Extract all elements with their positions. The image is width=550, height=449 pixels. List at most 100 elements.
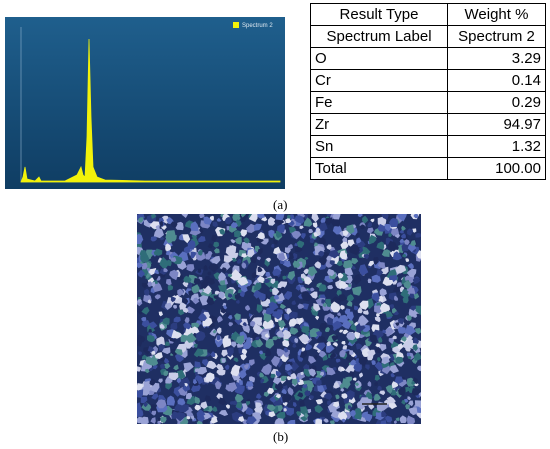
grain (284, 291, 292, 300)
grain (161, 250, 167, 255)
grain (232, 214, 242, 222)
grain (319, 326, 323, 330)
grain (257, 321, 263, 326)
grain (290, 230, 302, 240)
grain (406, 268, 417, 278)
grain (353, 405, 358, 410)
grain (149, 321, 158, 329)
grain (147, 299, 152, 304)
grain (294, 215, 305, 224)
grain (332, 214, 341, 220)
grain (379, 288, 387, 296)
grain (215, 380, 222, 390)
grain (390, 389, 397, 396)
grain (173, 304, 177, 309)
grain (348, 283, 352, 288)
grain (300, 371, 304, 376)
grain (207, 243, 213, 249)
grain (268, 411, 276, 418)
grain (395, 356, 404, 364)
grain (253, 223, 262, 231)
grain (388, 232, 392, 238)
grain (186, 264, 195, 272)
grain (160, 416, 167, 423)
grain (289, 327, 299, 335)
grain (170, 221, 178, 229)
grain (151, 351, 156, 355)
grain (395, 417, 400, 422)
grain (392, 335, 397, 340)
grain (202, 288, 212, 295)
grain (181, 214, 188, 218)
grain (346, 294, 355, 302)
grain (376, 241, 385, 250)
grain (404, 398, 409, 403)
grain (285, 363, 293, 371)
grain (299, 225, 304, 230)
grain (206, 277, 215, 285)
grain (412, 344, 418, 352)
grain (288, 227, 297, 234)
grain (263, 313, 272, 323)
grain (340, 367, 346, 372)
grain (337, 312, 341, 316)
grain (318, 222, 328, 232)
grain (161, 347, 171, 355)
table-cell: Sn (310, 135, 448, 158)
table-row: Zr 94.97 (310, 113, 546, 136)
micrograph (137, 214, 421, 424)
grain (201, 311, 211, 320)
grain (296, 240, 305, 248)
grain (178, 309, 185, 316)
grain (197, 367, 208, 375)
grain (270, 278, 276, 285)
grain (302, 303, 309, 310)
grain (252, 323, 264, 335)
grain (217, 315, 223, 323)
grain (352, 377, 357, 381)
grain (294, 337, 299, 344)
grain (264, 333, 270, 338)
grain (288, 318, 297, 327)
grain (390, 228, 399, 237)
grain (182, 307, 189, 313)
grain (290, 372, 297, 380)
grain (294, 243, 299, 247)
grain (413, 293, 420, 300)
grain (315, 418, 322, 424)
grain (381, 214, 389, 220)
grain (218, 284, 227, 293)
grain (214, 248, 220, 254)
grain (415, 327, 421, 335)
grain (190, 416, 195, 421)
table-cell: 3.29 (447, 47, 546, 70)
grain (301, 326, 310, 334)
grain (338, 280, 349, 289)
grain (366, 227, 374, 234)
grain (359, 300, 369, 310)
grain (261, 363, 272, 375)
grain (395, 324, 401, 329)
grain (349, 350, 354, 355)
grain (385, 311, 394, 318)
grain (330, 301, 341, 313)
grain (164, 302, 172, 310)
grain (406, 415, 416, 424)
grain (291, 378, 298, 386)
grain (312, 222, 318, 229)
grain (265, 257, 271, 263)
grain (201, 279, 209, 289)
grain (394, 295, 399, 301)
grain (150, 404, 158, 413)
grain (193, 278, 202, 285)
grain (323, 392, 333, 400)
grain (381, 411, 387, 418)
grain (333, 381, 340, 389)
grain (212, 221, 218, 228)
grain (163, 370, 169, 376)
grain (137, 262, 144, 269)
grain (286, 214, 291, 220)
grain (149, 378, 156, 386)
grain (395, 264, 407, 274)
grain (240, 214, 246, 222)
